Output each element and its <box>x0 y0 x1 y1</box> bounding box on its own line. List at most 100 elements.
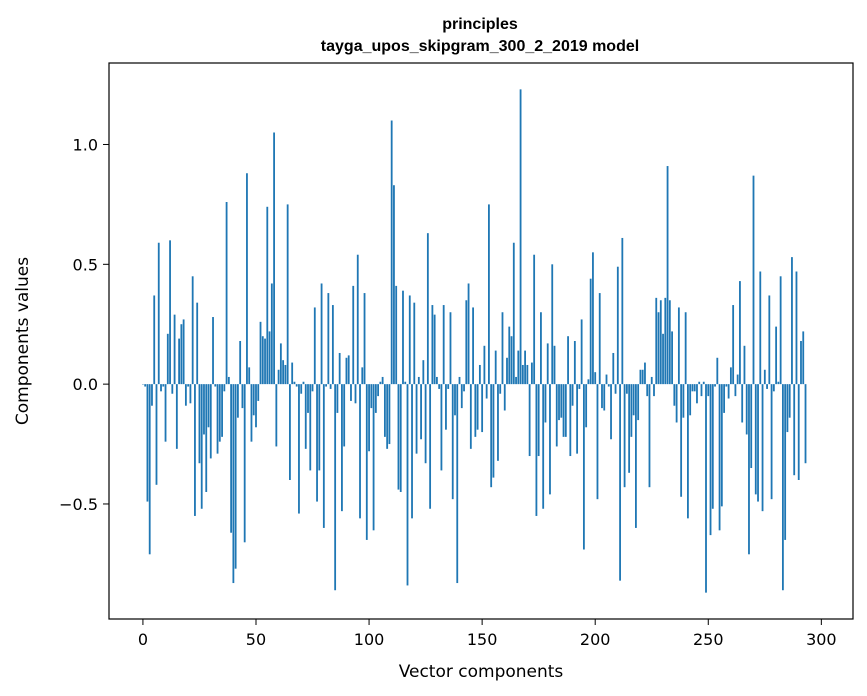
bar-237 <box>677 307 680 385</box>
bar-218 <box>635 384 637 528</box>
bar-19 <box>184 384 187 406</box>
bar-228 <box>657 312 660 385</box>
bar-111 <box>393 185 395 385</box>
bar-23 <box>194 384 196 516</box>
bar-84 <box>331 305 334 385</box>
bar-286 <box>788 384 791 418</box>
bar-62 <box>282 360 285 385</box>
bar-29 <box>207 384 210 428</box>
bar-45 <box>243 384 246 543</box>
bar-201 <box>596 384 599 500</box>
bar-100 <box>368 384 370 452</box>
bar-17 <box>180 324 183 385</box>
x-ticks: 0 50 100 150 200 250 300 <box>138 619 837 649</box>
bar-65 <box>289 384 291 480</box>
bar-211 <box>619 384 621 581</box>
bar-147 <box>474 384 477 437</box>
bar-109 <box>388 384 391 445</box>
bar-82 <box>327 293 330 385</box>
bar-192 <box>576 384 579 454</box>
bar-160 <box>503 384 506 411</box>
bar-247 <box>700 384 703 397</box>
bar-217 <box>632 384 635 416</box>
bar-18 <box>182 319 185 385</box>
bar-110 <box>390 120 393 385</box>
bar-108 <box>386 384 389 449</box>
bar-197 <box>587 379 590 385</box>
y-tick-label: −0.5 <box>59 495 98 514</box>
bar-96 <box>359 384 361 519</box>
bar-118 <box>408 295 411 385</box>
bar-285 <box>786 384 789 433</box>
bar-185 <box>560 384 563 418</box>
y-ticks: −0.5 0.0 0.5 1.0 <box>59 135 109 514</box>
bar-213 <box>623 384 626 488</box>
bar-186 <box>562 384 565 437</box>
bar-205 <box>605 374 608 385</box>
bar-116 <box>404 381 407 385</box>
bar-167 <box>519 89 522 385</box>
bar-187 <box>564 384 567 437</box>
bar-49 <box>252 384 255 416</box>
bar-134 <box>445 384 447 430</box>
chart-subtitle: tayga_upos_skipgram_300_2_2019 model <box>321 38 639 55</box>
bar-81 <box>325 384 327 387</box>
bar-194 <box>580 319 583 385</box>
bar-180 <box>549 384 551 495</box>
bar-80 <box>322 384 325 528</box>
bar-117 <box>406 384 409 586</box>
bar-70 <box>300 384 303 394</box>
bar-207 <box>610 384 612 440</box>
bar-93 <box>352 285 355 385</box>
bar-149 <box>478 364 481 385</box>
bar-54 <box>264 338 266 385</box>
bar-115 <box>402 290 404 385</box>
bar-71 <box>302 381 305 385</box>
bar-165 <box>515 376 517 385</box>
bar-264 <box>739 281 741 385</box>
bar-135 <box>447 384 450 389</box>
bar-229 <box>659 300 662 385</box>
bar-127 <box>429 384 432 509</box>
bar-215 <box>628 384 631 473</box>
bar-37 <box>225 202 228 385</box>
bar-226 <box>653 384 655 397</box>
bar-282 <box>779 276 782 385</box>
bar-16 <box>178 338 181 385</box>
bar-1 <box>144 384 147 387</box>
bar-290 <box>797 384 800 480</box>
bar-248 <box>702 381 705 385</box>
bar-287 <box>791 257 793 385</box>
bar-43 <box>239 341 242 385</box>
bar-91 <box>347 355 350 385</box>
bar-219 <box>637 384 640 421</box>
bar-191 <box>573 341 576 385</box>
bar-101 <box>370 384 373 409</box>
bar-263 <box>736 374 739 385</box>
bar-105 <box>379 381 382 385</box>
bar-75 <box>311 384 314 392</box>
x-tick-label: 150 <box>467 630 498 649</box>
bar-154 <box>490 384 493 488</box>
bar-151 <box>483 345 486 385</box>
x-tick-label: 300 <box>806 630 837 649</box>
bar-132 <box>440 384 443 471</box>
bar-32 <box>214 384 217 387</box>
bar-21 <box>189 384 192 404</box>
bar-120 <box>413 302 416 385</box>
bar-113 <box>397 384 400 490</box>
x-tick-label: 100 <box>354 630 385 649</box>
bar-220 <box>639 369 642 385</box>
bar-266 <box>743 345 746 385</box>
bar-233 <box>668 300 671 385</box>
bar-269 <box>750 384 753 469</box>
bar-274 <box>761 384 764 512</box>
bar-268 <box>748 384 750 555</box>
bar-280 <box>775 326 778 385</box>
bar-6 <box>155 384 158 485</box>
bar-281 <box>777 381 780 385</box>
bar-144 <box>467 283 470 385</box>
bar-157 <box>497 384 499 461</box>
bar-172 <box>530 362 533 385</box>
bar-270 <box>752 175 755 385</box>
